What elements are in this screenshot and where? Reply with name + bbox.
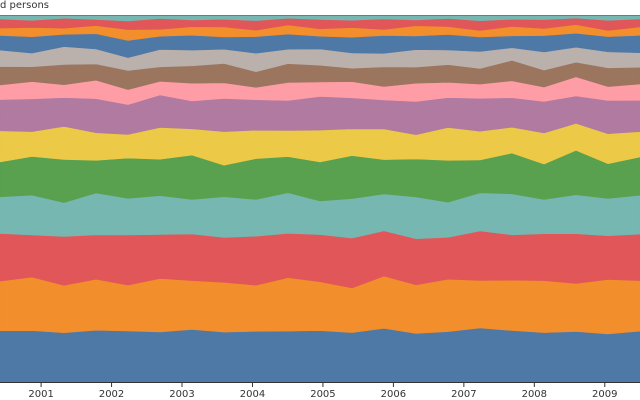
x-tick-label-2003: 2003	[169, 389, 194, 400]
x-tick-label-2004: 2004	[240, 389, 265, 400]
x-axis: 2001 2002 2003 2004 2005 2006 2007 2008 2009	[28, 382, 617, 400]
area-series-3	[0, 230, 640, 289]
x-tick-label-2002: 2002	[99, 389, 124, 400]
area-layers	[0, 15, 640, 383]
chart-title: d persons	[0, 0, 50, 11]
x-tick-label-2007: 2007	[451, 389, 476, 400]
x-tick-label-2005: 2005	[310, 389, 335, 400]
area-series-1	[0, 327, 640, 383]
x-tick-label-2008: 2008	[522, 389, 547, 400]
x-tick-label-2006: 2006	[381, 389, 406, 400]
x-tick-label-2009: 2009	[592, 389, 617, 400]
area-series-2	[0, 275, 640, 335]
x-tick-label-2001: 2001	[28, 389, 53, 400]
